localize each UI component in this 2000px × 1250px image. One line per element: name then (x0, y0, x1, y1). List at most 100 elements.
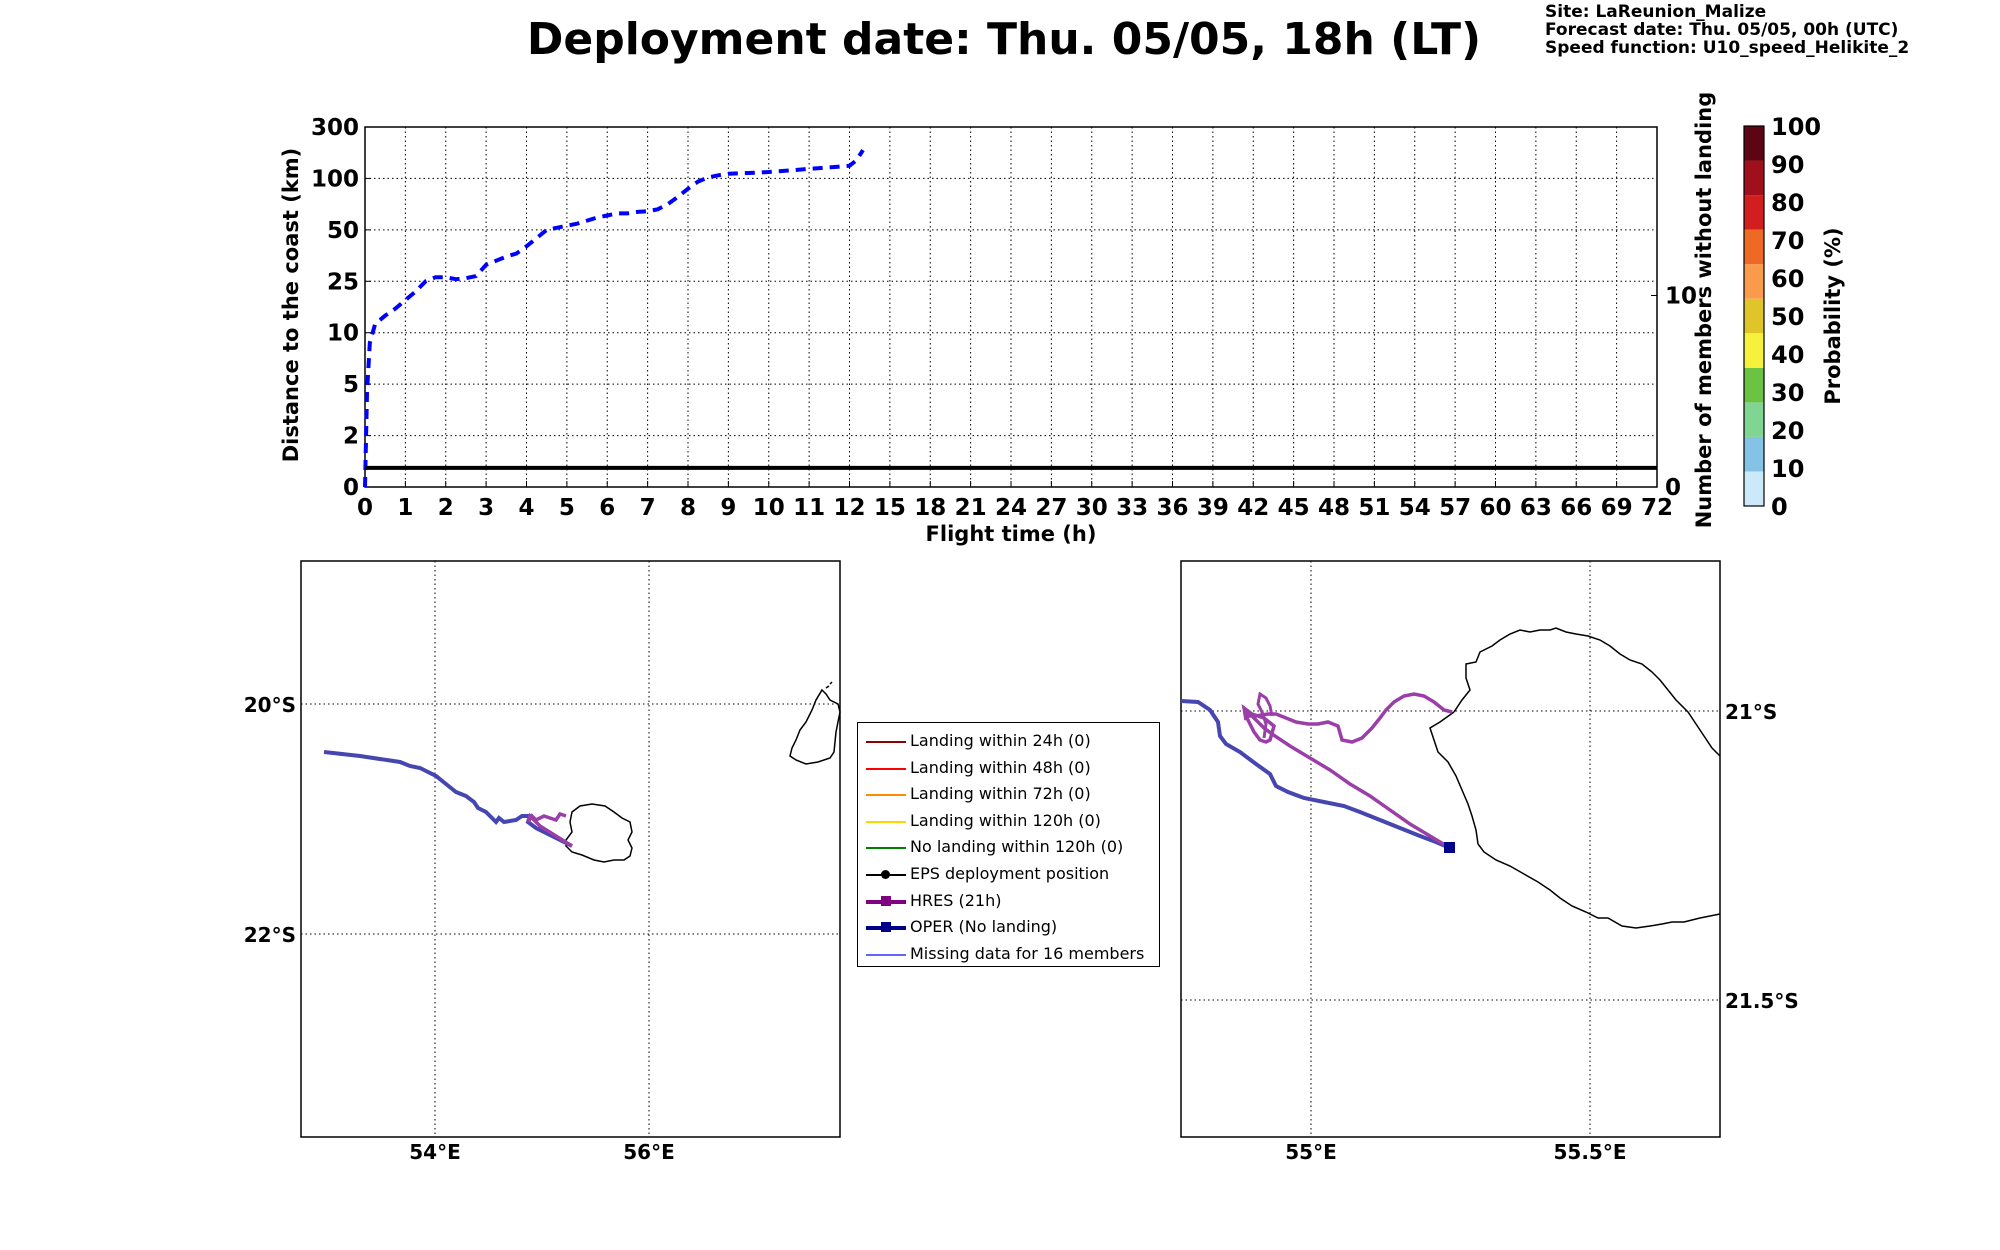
colorbar-tick-label: 50 (1771, 303, 1804, 331)
x-tick-label: 66 (1560, 495, 1592, 521)
x-tick-label: 9 (720, 495, 736, 521)
x-tick-label: 11 (793, 495, 825, 521)
page-title: Deployment date: Thu. 05/05, 18h (LT) (0, 14, 2000, 65)
x-tick-label: 69 (1601, 495, 1633, 521)
legend: Landing within 24h (0) Landing within 48h… (857, 722, 1160, 967)
colorbar-segment (1744, 333, 1764, 368)
y-tick-label: 100 (311, 166, 359, 192)
legend-entry: Landing within 24h (0) (858, 729, 1159, 755)
legend-label: OPER (No landing) (910, 917, 1058, 937)
colorbar-tick-label: 30 (1771, 379, 1804, 407)
legend-swatch (866, 847, 906, 850)
y-tick-label: 2 (343, 424, 359, 450)
colorbar-tick-label: 60 (1771, 265, 1804, 293)
legend-swatch (866, 767, 906, 770)
y-tick-label: 300 (311, 115, 359, 141)
y-tick-label: 50 (327, 218, 359, 244)
y-tick-label: 5 (343, 372, 359, 398)
x-tick-label: 8 (680, 495, 696, 521)
legend-marker-dot (881, 870, 890, 879)
legend-swatch (866, 820, 906, 823)
legend-label: HRES (21h) (910, 890, 1002, 910)
x-tick-label: 33 (1116, 495, 1148, 521)
x-tick-label: 48 (1318, 495, 1350, 521)
legend-swatch (866, 794, 906, 797)
x-tick-label: 7 (640, 495, 656, 521)
legend-label: EPS deployment position (910, 864, 1110, 883)
legend-label: Landing within 120h (0) (910, 810, 1101, 830)
legend-entry: HRES (21h) (858, 889, 1159, 915)
x-tick-label: 2 (438, 495, 454, 521)
x-tick-label: 18 (914, 495, 946, 521)
colorbar-label: Probability (%) (1821, 227, 1845, 404)
colorbar-tick-label: 100 (1771, 113, 1821, 141)
x-tick-label: 36 (1156, 495, 1188, 521)
page-title-text: Deployment date: Thu. 05/05, 18h (LT) (526, 14, 1482, 65)
distance-plot: 0 1 2 3 4 5 6 7 8 9 10 11 12 15 18 21 24 27 30 33 36 39 42 45 48… (279, 92, 1716, 546)
x-tick-label: 42 (1237, 495, 1269, 521)
y-tick-label: 25 (327, 269, 359, 295)
x-tick-label: 51 (1358, 495, 1390, 521)
colorbar-segment (1744, 367, 1764, 403)
legend-entry: Landing within 120h (0) (858, 809, 1159, 835)
colorbar-segment (1744, 160, 1764, 196)
legend-entry: OPER (No landing) (858, 915, 1159, 941)
x-tick-label: 45 (1278, 495, 1310, 521)
y-tick-label: 0 (343, 475, 359, 501)
legend-label: Landing within 48h (0) (910, 757, 1091, 777)
colorbar-tick-label: 0 (1771, 493, 1788, 521)
x-tick-label: 72 (1641, 495, 1673, 521)
y-right-axis-label: Number of members without landing (1692, 92, 1716, 529)
legend-label: No landing within 120h (0) (910, 837, 1124, 857)
distance-series-line (363, 148, 865, 488)
x-tick-label: 0 (357, 495, 373, 521)
colorbar-segment (1744, 195, 1764, 230)
legend-swatch (866, 741, 906, 743)
probability-colorbar: 0 10 20 30 40 50 60 70 80 90 100 Probability (%) (1743, 113, 1845, 521)
x-tick-label: 39 (1197, 495, 1229, 521)
legend-entry: EPS deployment position (858, 862, 1159, 888)
colorbar-tick-label: 90 (1771, 151, 1804, 179)
colorbar-segment (1744, 126, 1764, 161)
legend-label: Missing data for 16 members (910, 943, 1145, 963)
forecast-info: Forecast date: Thu. 05/05, 00h (UTC) (1545, 20, 1899, 40)
x-axis-label: Flight time (h) (926, 522, 1097, 546)
y-right-tick-label: 10 (1665, 284, 1697, 310)
x-tick-label: 3 (478, 495, 494, 521)
plot-frame (364, 126, 1658, 488)
legend-entry: No landing within 120h (0) (858, 835, 1159, 861)
x-tick-label: 57 (1439, 495, 1471, 521)
x-tick-label: 30 (1076, 495, 1108, 521)
y-tick-label: 10 (327, 321, 359, 347)
colorbar-segment (1744, 436, 1764, 472)
x-tick-label: 10 (753, 495, 785, 521)
colorbar-tick-label: 40 (1771, 341, 1804, 369)
colorbar-tick-label: 70 (1771, 227, 1804, 255)
x-tick-label: 63 (1520, 495, 1552, 521)
colorbar-segment (1744, 229, 1764, 265)
x-tick-label: 24 (995, 495, 1027, 521)
x-tick-label: 12 (833, 495, 865, 521)
colorbar-frame (1743, 125, 1765, 507)
speed-info: Speed function: U10_speed_Helikite_2 (1545, 38, 1910, 58)
x-tick-label: 1 (397, 495, 413, 521)
x-tick-label: 5 (559, 495, 575, 521)
colorbar-tick-label: 80 (1771, 189, 1804, 217)
legend-marker-square (881, 922, 891, 933)
legend-entry: Landing within 72h (0) (858, 782, 1159, 808)
colorbar-segment (1744, 402, 1764, 437)
colorbar-tick-label: 10 (1771, 455, 1804, 483)
legend-marker-square (881, 895, 891, 906)
x-tick-label: 27 (1035, 495, 1067, 521)
x-tick-label: 21 (955, 495, 987, 521)
site-info: Site: LaReunion_Malize (1545, 2, 1767, 22)
y-right-tick-label: 0 (1665, 475, 1681, 501)
x-tick-label: 54 (1399, 495, 1431, 521)
legend-entry: Landing within 48h (0) (858, 756, 1159, 782)
x-tick-label: 60 (1479, 495, 1511, 521)
colorbar-segment (1744, 298, 1764, 334)
x-tick-label: 4 (518, 495, 534, 521)
y-axis-label: Distance to the coast (km) (279, 148, 303, 463)
legend-entry: Missing data for 16 members (858, 942, 1159, 968)
